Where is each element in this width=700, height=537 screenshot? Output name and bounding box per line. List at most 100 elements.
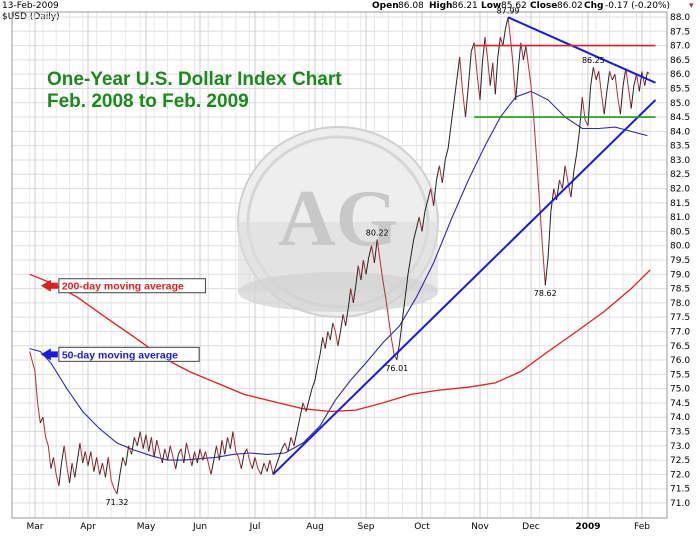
price-segment xyxy=(172,457,177,469)
price-segment xyxy=(362,259,367,275)
price-segment xyxy=(314,365,319,381)
price-segment xyxy=(79,442,84,464)
price-segment xyxy=(69,462,73,484)
price-segment xyxy=(180,448,185,464)
price-segment xyxy=(512,65,517,100)
price-segment xyxy=(104,457,109,478)
header-date: 13-Feb-2009 xyxy=(2,1,59,11)
y-tick-label: 88.0 xyxy=(670,13,690,23)
price-segment xyxy=(376,239,381,261)
price-segment xyxy=(257,468,262,475)
price-segment xyxy=(319,337,324,355)
x-tick-label: Aug xyxy=(306,522,324,532)
price-segment xyxy=(66,465,70,484)
price-segment xyxy=(633,74,638,86)
price-segment xyxy=(113,488,118,495)
y-tick-label: 79.5 xyxy=(670,256,690,266)
y-tick-label: 71.5 xyxy=(670,485,690,495)
header-high-label: High xyxy=(429,1,452,11)
price-segment xyxy=(142,434,147,449)
header-open-value: 86.08 xyxy=(398,1,424,11)
price-segment xyxy=(505,17,509,29)
data-label: 87.99 xyxy=(497,6,520,15)
price-segment xyxy=(628,88,632,109)
data-label: 76.01 xyxy=(385,364,408,373)
plot-area xyxy=(29,16,657,495)
x-tick-label: Sep xyxy=(358,522,375,532)
price-segment xyxy=(293,431,298,446)
price-segment xyxy=(617,96,621,115)
price-segment xyxy=(522,45,527,60)
price-segment xyxy=(324,331,329,349)
price-segment xyxy=(533,119,538,160)
y-tick-label: 76.0 xyxy=(670,356,690,366)
price-segment xyxy=(238,457,242,469)
chart-title-line-1: One-Year U.S. Dollar Index Chart xyxy=(47,69,342,90)
price-segment xyxy=(327,331,331,341)
price-segment xyxy=(37,402,41,424)
price-segment xyxy=(497,36,501,58)
price-segment xyxy=(133,437,138,446)
price-segment xyxy=(205,451,209,464)
annotation-label: 50-day moving average xyxy=(62,349,178,361)
price-segment xyxy=(82,451,86,464)
price-segment xyxy=(216,445,220,461)
price-segment xyxy=(647,71,650,74)
price-segment xyxy=(371,245,375,263)
x-tick-label: Nov xyxy=(471,522,489,532)
price-segment xyxy=(311,379,316,389)
data-label: 71.32 xyxy=(106,498,129,507)
price-segment xyxy=(447,125,452,149)
price-segment xyxy=(581,96,586,120)
price-segment xyxy=(87,451,92,466)
y-tick-label: 75.0 xyxy=(670,385,690,395)
y-tick-label: 80.0 xyxy=(670,242,690,252)
watermark-coin-logo: AG xyxy=(237,126,439,318)
price-segment xyxy=(614,74,619,98)
price-segment xyxy=(595,71,600,81)
price-segment xyxy=(42,417,47,438)
price-segment xyxy=(340,314,344,332)
price-segment xyxy=(544,257,549,286)
header-chg-down-icon: ▾ xyxy=(689,1,694,11)
price-segment xyxy=(441,159,446,183)
price-segment xyxy=(229,431,234,449)
price-segment xyxy=(148,437,152,452)
price-segment xyxy=(421,211,426,232)
price-segment xyxy=(530,85,535,120)
header-high-value: 86.21 xyxy=(452,1,478,11)
price-segment xyxy=(290,437,295,446)
price-segment xyxy=(186,442,190,455)
y-tick-label: 79.0 xyxy=(670,270,690,280)
price-segment xyxy=(636,74,640,92)
x-tick-label: Feb xyxy=(634,522,650,532)
price-segment xyxy=(110,479,115,489)
price-segment xyxy=(603,91,608,115)
price-segment xyxy=(191,451,196,466)
price-segment xyxy=(404,274,409,298)
price-segment xyxy=(254,457,259,469)
x-tick-label: May xyxy=(137,522,156,532)
price-segment xyxy=(139,431,144,449)
price-segment xyxy=(243,448,248,455)
price-segment xyxy=(345,308,349,326)
price-segment xyxy=(260,462,265,475)
price-segment xyxy=(622,68,627,86)
price-segment xyxy=(433,179,437,206)
price-segment xyxy=(539,202,543,246)
coin-bottom-edge xyxy=(238,272,438,312)
y-tick-label: 87.0 xyxy=(670,42,690,52)
price-segment xyxy=(145,434,150,452)
x-tick-label: 2009 xyxy=(575,522,600,532)
price-segment xyxy=(424,199,429,212)
y-tick-label: 82.0 xyxy=(670,185,690,195)
price-segment xyxy=(350,288,354,303)
price-segment xyxy=(584,119,589,126)
price-segment xyxy=(99,462,103,475)
annotation-box xyxy=(58,278,206,294)
annotation-arrow-icon xyxy=(40,348,58,361)
price-segment xyxy=(61,445,65,464)
price-segment xyxy=(150,437,155,458)
price-segment xyxy=(266,459,271,472)
